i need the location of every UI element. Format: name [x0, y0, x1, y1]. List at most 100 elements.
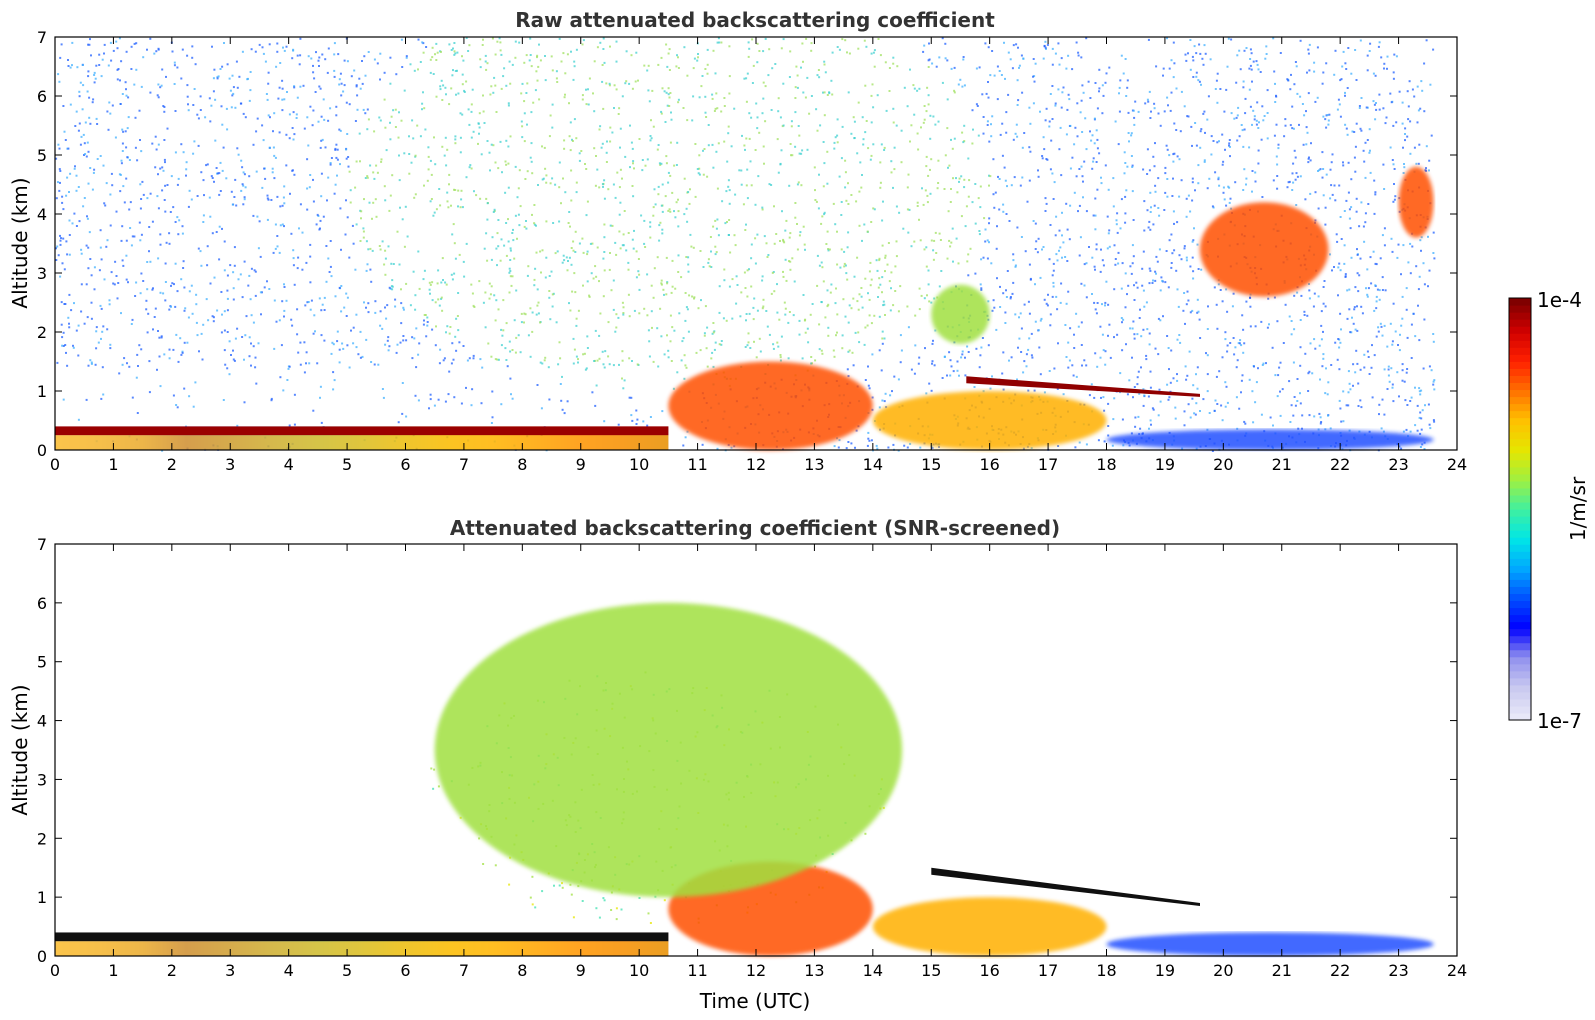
noise-point	[1299, 39, 1302, 42]
noise-point	[1401, 317, 1404, 320]
noise-point	[1175, 269, 1178, 272]
noise-point	[127, 96, 130, 99]
noise-point	[494, 161, 497, 164]
noise-point	[750, 243, 753, 246]
noise-point	[517, 334, 520, 337]
noise-point	[1366, 293, 1369, 296]
noise-point	[927, 103, 930, 106]
noise-point	[1054, 234, 1057, 237]
noise-point	[766, 256, 769, 258]
noise-point	[270, 397, 273, 400]
noise-point	[731, 317, 734, 320]
noise-point	[58, 147, 61, 150]
noise-point	[121, 363, 124, 366]
noise-point	[850, 132, 853, 135]
noise-point	[878, 349, 881, 352]
noise-point	[175, 333, 178, 336]
x-tick-label: 8	[517, 455, 527, 474]
noise-point	[776, 283, 778, 286]
noise-point	[967, 351, 970, 353]
noise-point	[1211, 205, 1214, 208]
noise-point	[376, 171, 379, 174]
noise-point	[1131, 356, 1133, 359]
noise-point	[892, 62, 895, 65]
noise-point	[229, 264, 232, 267]
noise-point	[896, 65, 899, 68]
noise-point	[692, 95, 695, 98]
noise-point	[440, 281, 443, 284]
noise-point	[569, 121, 572, 124]
noise-point	[1183, 424, 1186, 427]
x-tick-label: 24	[1447, 455, 1467, 474]
noise-point	[1312, 305, 1315, 308]
noise-point	[921, 187, 923, 190]
noise-point	[1189, 210, 1192, 213]
noise-point	[1428, 365, 1431, 368]
noise-point	[1417, 162, 1420, 165]
noise-point	[1386, 55, 1389, 58]
noise-point	[1100, 396, 1102, 399]
noise-point	[661, 210, 664, 213]
noise-point	[496, 40, 499, 43]
noise-point	[1023, 303, 1026, 306]
noise-point	[1260, 413, 1263, 416]
noise-point	[586, 280, 589, 283]
noise-point	[536, 288, 539, 291]
noise-point	[657, 144, 660, 146]
noise-point	[762, 81, 765, 84]
noise-point	[276, 50, 279, 53]
noise-point	[671, 326, 674, 329]
noise-point	[367, 51, 370, 53]
noise-point	[794, 216, 797, 219]
noise-point	[577, 309, 580, 312]
noise-point	[1048, 125, 1051, 128]
noise-point	[947, 210, 950, 213]
noise-point	[307, 301, 310, 303]
noise-point	[312, 71, 315, 74]
noise-point	[711, 332, 714, 335]
noise-point	[1058, 249, 1060, 252]
noise-point	[285, 45, 288, 48]
noise-point	[1185, 215, 1188, 218]
noise-point	[899, 334, 902, 337]
noise-point	[510, 284, 513, 287]
noise-point	[782, 240, 785, 243]
noise-point	[374, 311, 377, 314]
noise-point	[445, 283, 448, 286]
noise-point	[471, 88, 474, 91]
noise-point	[472, 130, 475, 133]
noise-point	[517, 213, 520, 216]
noise-point	[1382, 430, 1385, 433]
noise-point	[125, 88, 127, 91]
noise-point	[1378, 403, 1381, 406]
noise-point	[847, 350, 850, 353]
noise-point	[1135, 281, 1138, 284]
noise-point	[1173, 249, 1176, 252]
noise-point	[531, 330, 534, 333]
noise-point	[314, 91, 317, 93]
noise-point	[1146, 328, 1149, 331]
noise-point	[1133, 299, 1136, 301]
feature-shape	[931, 284, 990, 344]
noise-point	[83, 154, 85, 156]
noise-point	[116, 68, 119, 71]
noise-point	[948, 351, 951, 354]
noise-point	[452, 223, 455, 226]
noise-point	[1151, 407, 1154, 410]
noise-point	[400, 302, 403, 305]
noise-point	[109, 343, 112, 346]
noise-point	[891, 390, 893, 393]
noise-point	[572, 249, 575, 252]
noise-point	[681, 340, 684, 343]
noise-point	[802, 60, 804, 63]
noise-point	[331, 341, 334, 344]
noise-point	[1085, 443, 1088, 446]
noise-point	[619, 168, 622, 171]
noise-point	[401, 412, 404, 415]
noise-point	[578, 152, 581, 155]
noise-point	[317, 215, 320, 217]
noise-point	[853, 137, 856, 139]
noise-point	[1115, 219, 1118, 222]
noise-point	[535, 251, 538, 254]
noise-point	[817, 207, 820, 210]
